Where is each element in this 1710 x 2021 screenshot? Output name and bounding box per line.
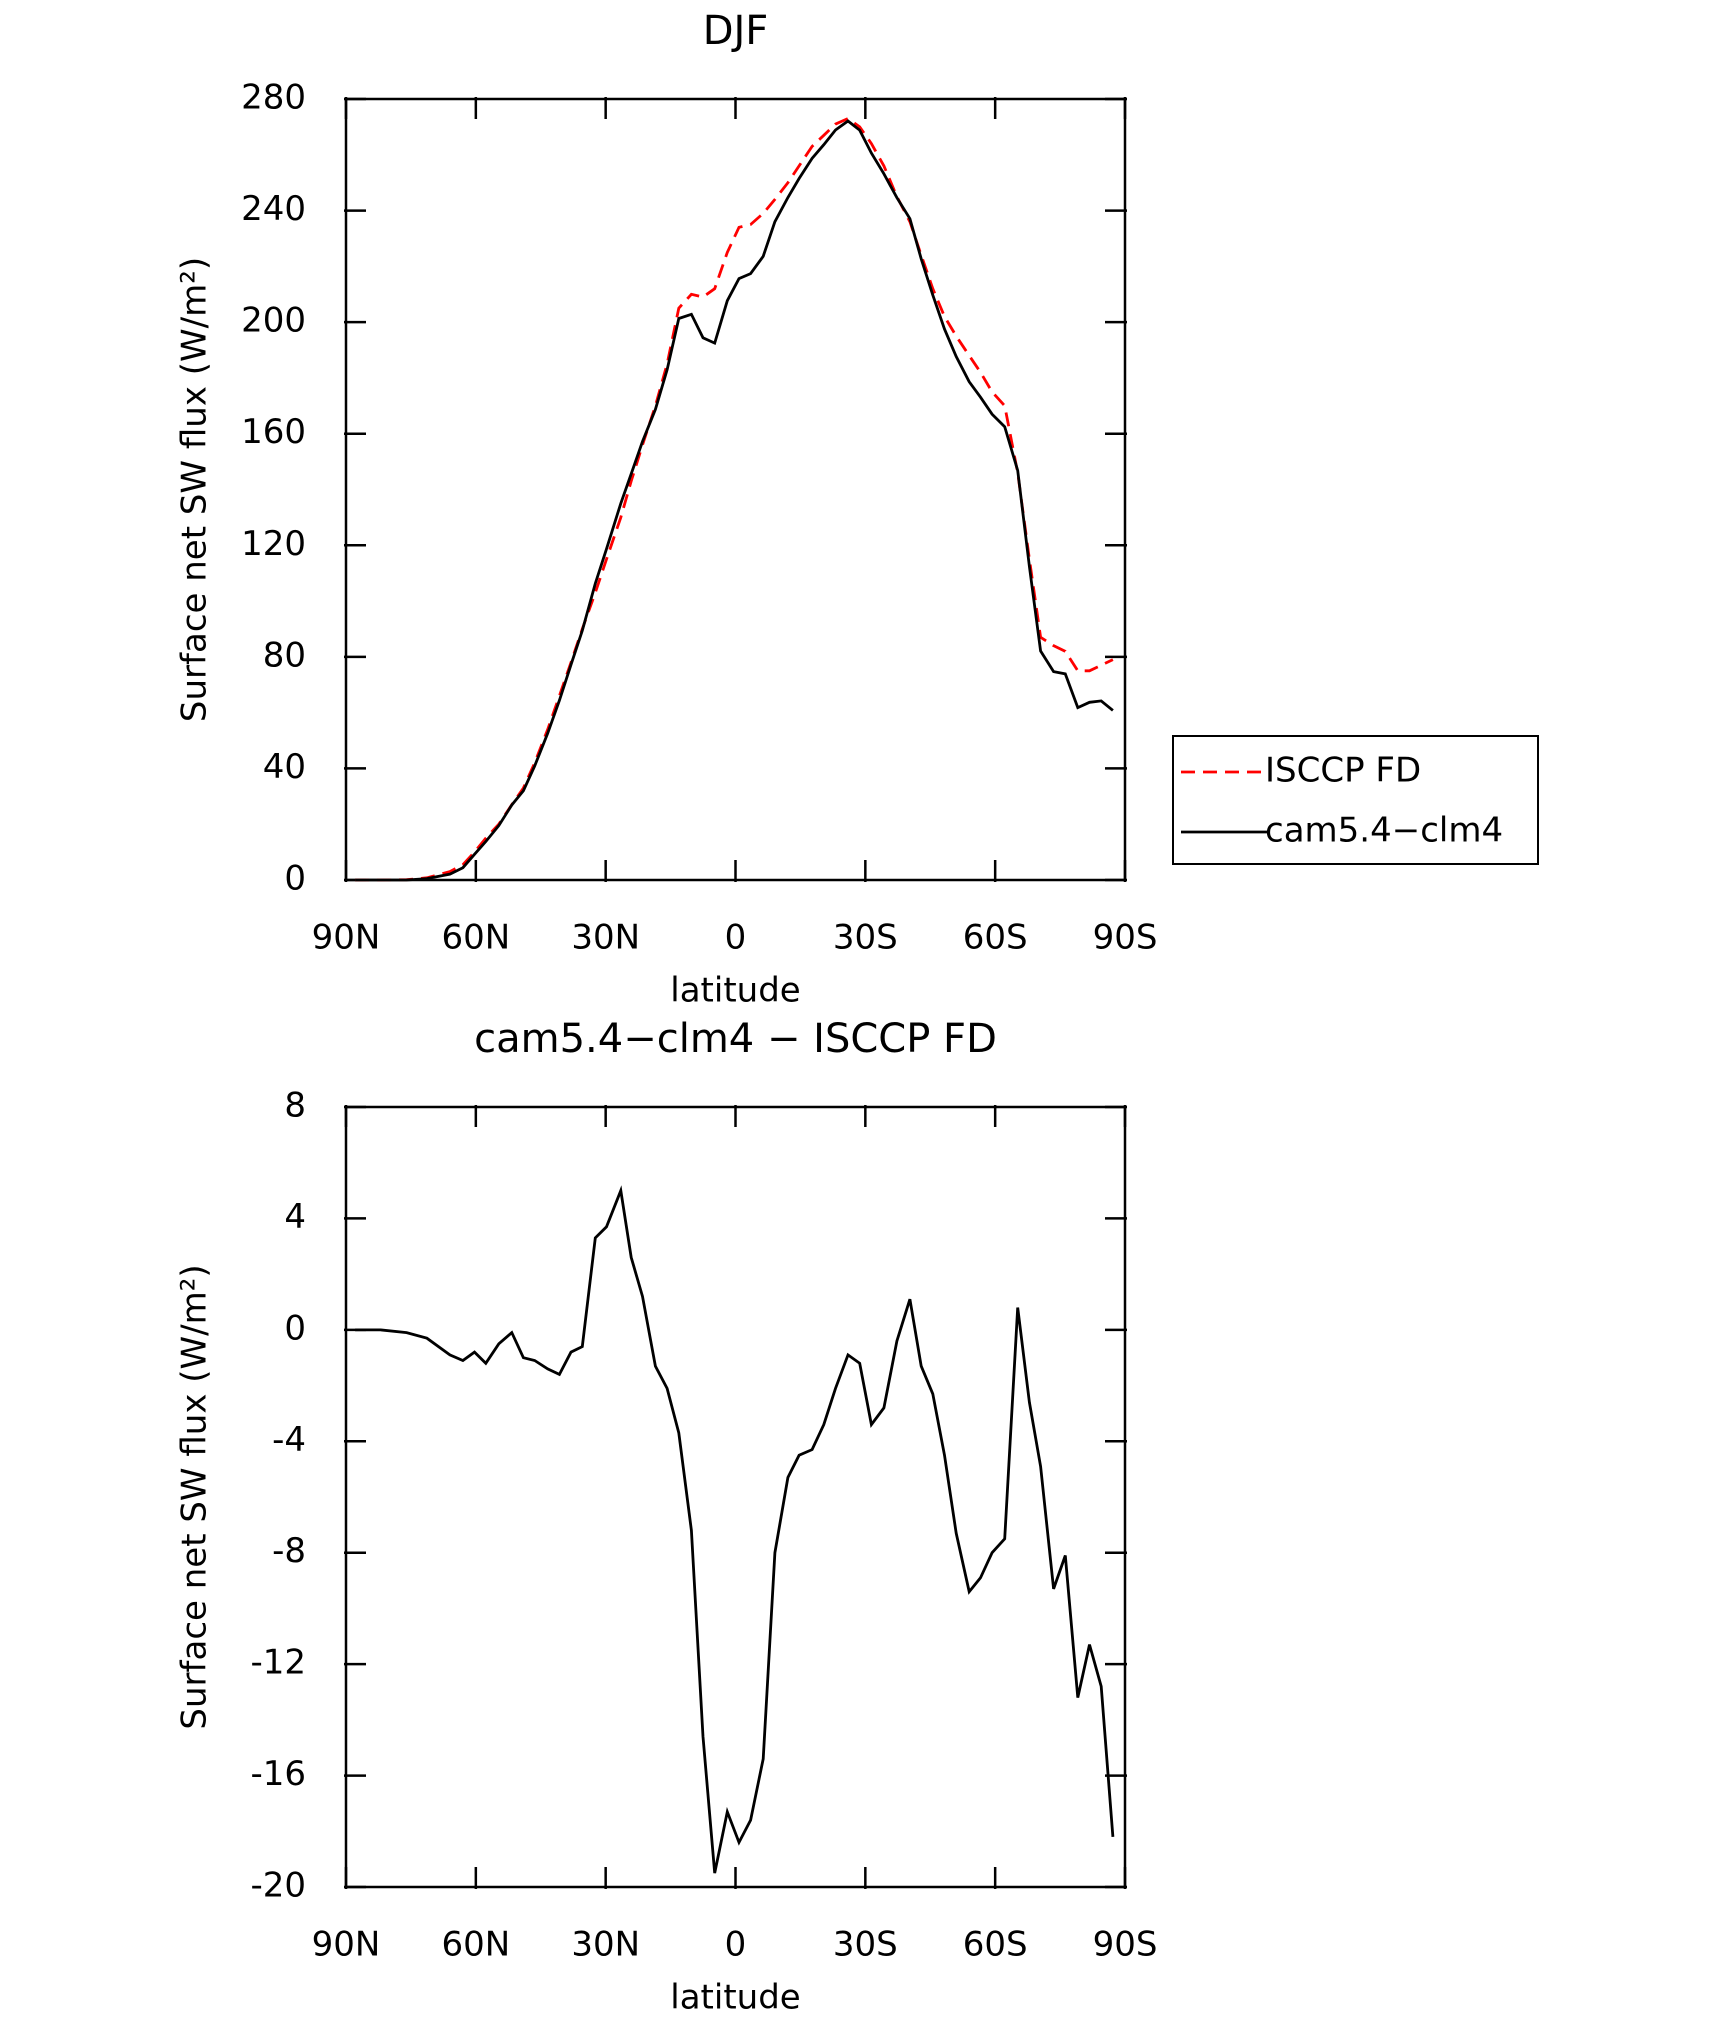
x-tick-label: 0 [725, 918, 747, 958]
x-tick-label: 30N [571, 1925, 640, 1965]
y-tick-label: 280 [241, 78, 306, 118]
x-tick-label: 30N [571, 918, 640, 958]
y-tick-label: 8 [284, 1086, 306, 1126]
y-tick-label: -20 [250, 1866, 306, 1906]
y-tick-label: 4 [284, 1197, 306, 1237]
data-line [355, 116, 1114, 882]
y-tick-label: -12 [250, 1643, 306, 1683]
x-tick-label: 90S [1093, 1925, 1158, 1965]
y-axis-label: Surface net SW flux (W/m²) [175, 257, 215, 722]
data-line [355, 119, 1114, 882]
x-tick-label: 0 [725, 1925, 747, 1965]
y-tick-label: -4 [272, 1420, 306, 1460]
x-tick-label: 60N [441, 918, 510, 958]
y-tick-label: -16 [250, 1754, 306, 1794]
y-tick-label: 160 [241, 412, 306, 452]
x-tick-label: 30S [833, 1925, 898, 1965]
y-tick-label: 0 [284, 1308, 306, 1348]
legend-box [1172, 735, 1539, 865]
x-axis-label: latitude [670, 971, 800, 1011]
legend-label: ISCCP FD [1265, 751, 1421, 791]
chart-title: cam5.4−clm4 − ISCCP FD [474, 1016, 997, 1062]
y-tick-label: 80 [263, 635, 306, 675]
y-tick-label: 40 [263, 747, 306, 787]
chart-title: DJF [703, 8, 769, 54]
x-tick-label: 60N [441, 1925, 510, 1965]
y-tick-label: 0 [284, 859, 306, 899]
plot-frame [344, 97, 1127, 882]
x-tick-label: 90S [1093, 918, 1158, 958]
x-tick-label: 60S [963, 918, 1028, 958]
x-tick-label: 30S [833, 918, 898, 958]
data-line [355, 1185, 1115, 1874]
y-tick-label: 200 [241, 301, 306, 341]
x-tick-label: 90N [312, 918, 381, 958]
y-axis-label: Surface net SW flux (W/m²) [175, 1264, 215, 1729]
y-tick-label: 120 [241, 524, 306, 564]
y-tick-label: -8 [272, 1531, 306, 1571]
x-axis-label: latitude [670, 1978, 800, 2018]
x-tick-label: 90N [312, 1925, 381, 1965]
y-tick-label: 240 [241, 189, 306, 229]
x-tick-label: 60S [963, 1925, 1028, 1965]
legend-label: cam5.4−clm4 [1265, 811, 1503, 851]
